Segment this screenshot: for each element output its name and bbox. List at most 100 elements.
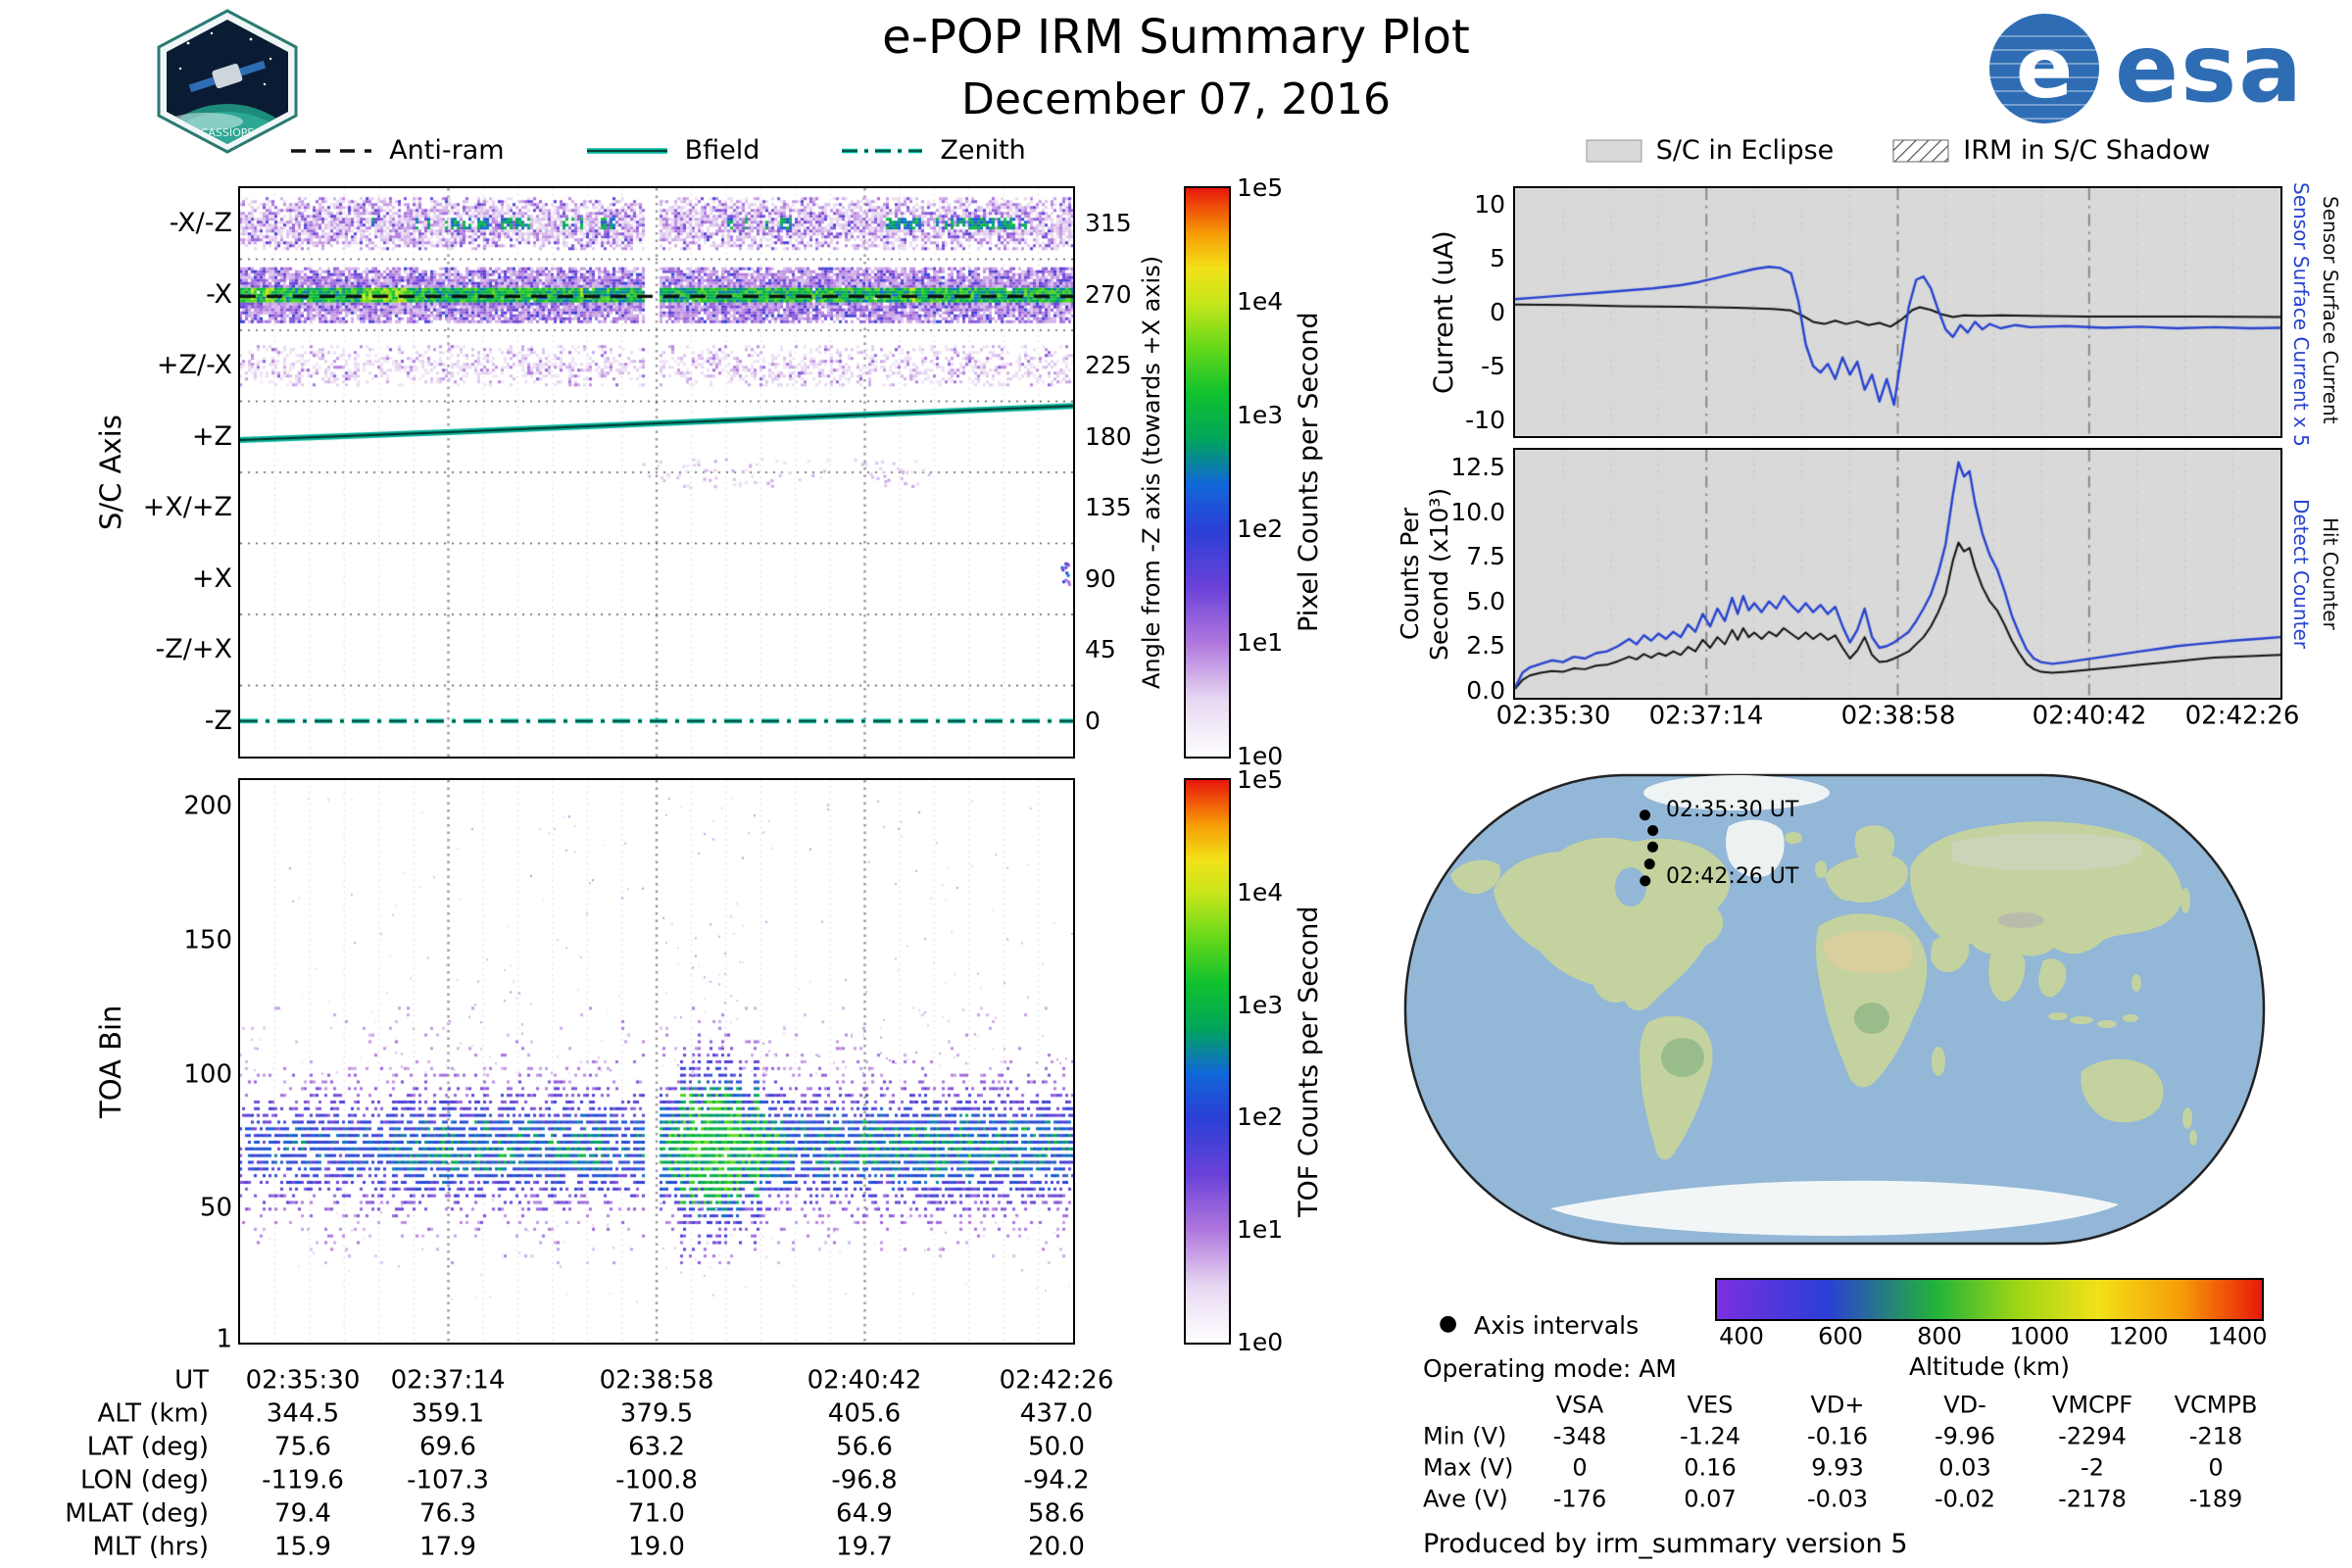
voltage-col-header: VD- [1943,1391,1986,1419]
ground-track-dot [1643,858,1655,870]
amazon [1661,1038,1704,1077]
page-title: e-POP IRM Summary Plot [882,10,1470,65]
ground-track-dot [1639,809,1650,821]
xaxis-value: 50.0 [1028,1432,1085,1462]
altitude-tick: 800 [1917,1322,1962,1350]
voltage-value: -218 [2188,1422,2243,1450]
sc-axis-category-tick: -X/-Z [169,208,232,239]
counts-tick: 7.5 [1466,542,1505,571]
xaxis-value: 71.0 [628,1498,685,1529]
world-map [1403,773,2266,1246]
angle-tick: 45 [1085,635,1116,664]
legend-zenith-label: Zenith [940,135,1026,166]
iceland [1785,832,1802,844]
angle-tick: 270 [1085,279,1132,309]
xaxis-value: 64.9 [836,1498,893,1529]
altitude-tick: 400 [1719,1322,1764,1350]
sc-axis-category-tick: -Z [204,705,232,736]
uk [1815,860,1827,878]
voltage-value: 9.93 [1811,1453,1864,1482]
current-tick: -10 [1465,405,1505,434]
xaxis-row-label: MLAT (deg) [65,1498,209,1529]
voltage-row-label: Min (V) [1423,1422,1507,1450]
page-subtitle: December 07, 2016 [960,74,1392,124]
detect-counter-label: Detect Counter [2289,499,2313,649]
ground-track-dot [1646,841,1658,853]
counts-tick: 12.5 [1450,453,1505,482]
legend-shadow-label: IRM in S/C Shadow [1963,135,2211,166]
tof-cb-tick: 1e3 [1237,990,1284,1019]
right-time-tick: 02:42:26 [2184,701,2300,731]
xaxis-value: 69.6 [419,1432,476,1462]
pixel-counts-colorbar [1184,186,1231,759]
angle-axis-label: Angle from -Z axis (towards +X axis) [1138,255,1165,690]
toa-bin-tick: 1 [216,1324,232,1354]
axis-intervals-label: Axis intervals [1474,1311,1640,1340]
counts-ylabel-line1: Counts Per [1396,507,1424,641]
produced-by-footer: Produced by irm_summary version 5 [1423,1529,1908,1559]
india [1988,948,2026,1002]
eclipse-swatch [1586,139,1642,162]
xaxis-value: 15.9 [274,1532,331,1562]
pixel-counts-colorbar-label: Pixel Counts per Second [1294,312,1324,633]
xaxis-row-label: UT [174,1365,209,1396]
angle-tick: 315 [1085,209,1132,238]
pixel-cb-tick: 1e3 [1237,400,1284,429]
himalaya [1997,912,2044,928]
voltage-col-header: VSA [1555,1391,1604,1419]
counters-plot-canvas [1513,448,2282,700]
xaxis-value: 17.9 [419,1532,476,1562]
esa-logo-circle: e [1989,14,2099,123]
xaxis-value: -107.3 [407,1465,489,1495]
anti-ram-line-sample [291,148,372,153]
shadow-hatch-swatch [1892,139,1949,162]
legend-bfield: Bfield [583,135,760,166]
tof-cb-tick: 1e2 [1237,1102,1284,1132]
tof-counts-colorbar [1184,778,1231,1345]
legend-zenith: Zenith [838,135,1026,166]
sensor-surface-current-x5-label: Sensor Surface Current x 5 [2289,182,2313,447]
voltage-value: -0.03 [1806,1485,1869,1513]
continent-australia [2081,1058,2164,1123]
altitude-colorbar-label: Altitude (km) [1909,1352,2070,1381]
zenith-line-sample [842,148,923,153]
sensor-current-plot-canvas [1513,186,2282,438]
ground-track-dot [1647,824,1659,836]
altitude-tick: 1000 [2009,1322,2070,1350]
tof-cb-tick: 1e1 [1237,1215,1284,1245]
pixel-cb-tick: 1e2 [1237,514,1284,543]
arabia [1931,934,1970,973]
siberia-tundra [1952,833,2142,871]
xaxis-value: 19.0 [628,1532,685,1562]
se-asia [2038,958,2067,998]
philippines [2132,974,2141,992]
voltage-value: -0.02 [1934,1485,1996,1513]
legend-anti-ram: Anti-ram [287,135,505,166]
xaxis-value: -94.2 [1023,1465,1090,1495]
right-plot-legend: S/C in Eclipse IRM in S/C Shadow [1515,135,2280,166]
bfield-line-sample [586,147,667,154]
sc-axis-category-tick: +Z [191,420,232,452]
voltage-value: -348 [1552,1422,1607,1450]
hit-counter-label: Hit Counter [2319,517,2342,630]
voltage-value: -176 [1552,1485,1607,1513]
pixel-cb-tick: 1e1 [1237,627,1284,657]
current-ylabel: Current (uA) [1429,230,1459,394]
counts-tick: 5.0 [1466,586,1505,615]
voltage-col-header: VMCPF [2051,1391,2133,1419]
toa-bin-tick: 100 [183,1059,232,1090]
xaxis-value: 405.6 [827,1398,902,1429]
sc-axis-category-tick: +Z/-X [156,350,232,381]
sc-axis-ylabel: S/C Axis [94,415,127,530]
hudson-bay [1615,867,1646,906]
voltage-value: -0.16 [1806,1422,1869,1450]
legend-eclipse: S/C in Eclipse [1586,135,1834,166]
pixel-cb-tick: 1e5 [1237,172,1284,202]
xaxis-value: 359.1 [411,1398,485,1429]
current-tick: 0 [1490,297,1505,326]
xaxis-value: 75.6 [274,1432,331,1462]
xaxis-value: 437.0 [1019,1398,1094,1429]
sc-axis-spectrogram-canvas [238,186,1075,759]
cassiope-patch-label: CASSIOPE [201,126,255,139]
